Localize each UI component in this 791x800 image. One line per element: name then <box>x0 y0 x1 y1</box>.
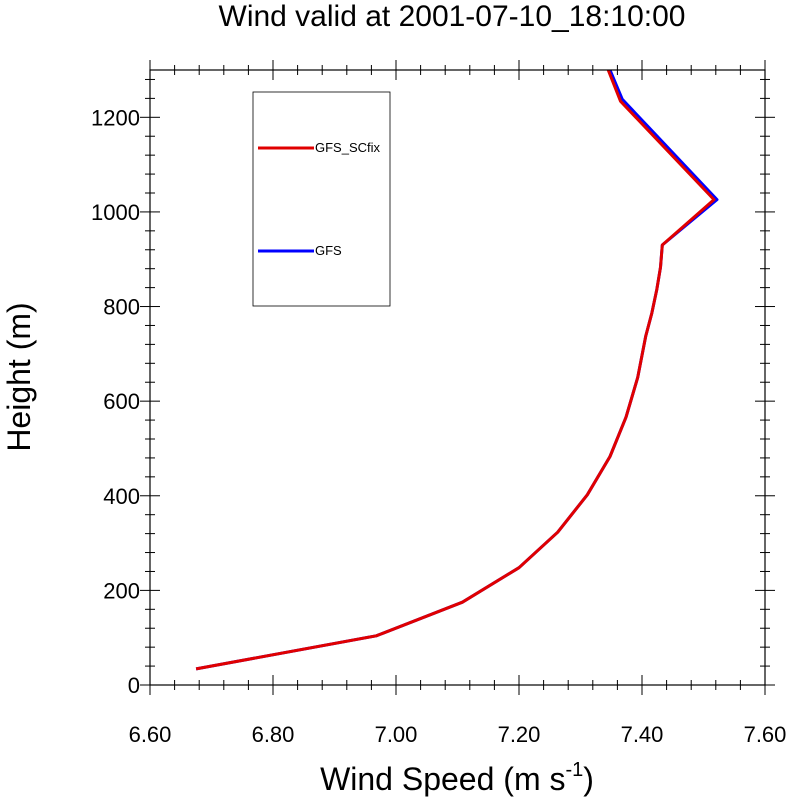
series-line-gfs-scfix <box>195 69 716 671</box>
ticks-layer <box>140 60 775 695</box>
x-tick-label: 6.60 <box>129 722 172 747</box>
legend-label-gfs-scfix: GFS_SCfix <box>315 140 381 155</box>
x-tick-labels: 6.60 6.80 7.00 7.20 7.40 7.60 <box>129 722 787 747</box>
legend: GFS_SCfix GFS <box>252 91 391 307</box>
y-tick-label: 1200 <box>91 105 140 130</box>
x-tick-label: 7.20 <box>498 722 541 747</box>
y-axis-title: Height (m) <box>1 302 37 451</box>
legend-box <box>252 91 391 307</box>
legend-label-gfs: GFS <box>315 243 342 258</box>
x-tick-label: 7.00 <box>375 722 418 747</box>
x-tick-label: 7.60 <box>744 722 787 747</box>
x-tick-label: 6.80 <box>252 722 295 747</box>
y-tick-label: 1000 <box>91 200 140 225</box>
series-layer <box>195 69 719 671</box>
plot-frame <box>149 69 766 686</box>
chart-title: Wind valid at 2001-07-10_18:10:00 <box>219 0 686 33</box>
y-tick-label: 400 <box>103 484 140 509</box>
y-tick-labels: 0 200 400 600 800 1000 1200 <box>91 105 140 698</box>
x-tick-label: 7.40 <box>621 722 664 747</box>
x-axis-title-main: Wind Speed (m s <box>320 761 565 797</box>
x-axis-title: Wind Speed (m s-1) <box>320 759 594 797</box>
y-tick-label: 0 <box>128 673 140 698</box>
y-tick-label: 600 <box>103 389 140 414</box>
x-axis-title-superscript: -1 <box>565 759 583 781</box>
y-tick-label: 200 <box>103 578 140 603</box>
y-tick-label: 800 <box>103 295 140 320</box>
x-axis-title-end: ) <box>583 761 594 797</box>
